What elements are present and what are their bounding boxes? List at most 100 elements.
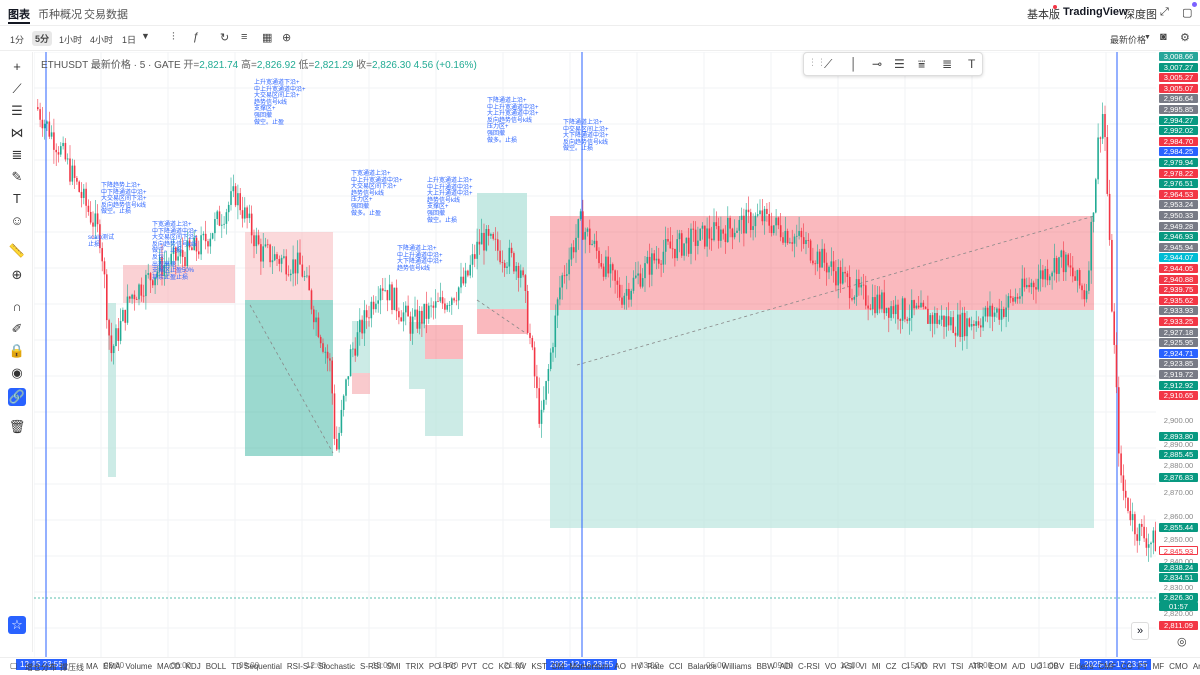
indicator-toggle-icon[interactable]: ▢ xyxy=(10,661,18,670)
timeframe-5m[interactable]: 5分 xyxy=(32,31,53,46)
fib-channel-tool-icon[interactable]: ≣ xyxy=(942,57,953,71)
indicator-item[interactable]: CCI xyxy=(668,662,683,671)
indicator-item[interactable]: Elder's xyxy=(1069,662,1094,671)
indicator-item[interactable]: TD Sequential xyxy=(231,662,282,671)
tradingview-mode-button[interactable]: TradingView xyxy=(1063,6,1128,18)
position-distribution-button[interactable]: 增仓分布 xyxy=(25,663,57,672)
text-icon[interactable]: T xyxy=(13,191,21,206)
scroll-to-latest-button[interactable]: » xyxy=(1131,622,1149,640)
camera-icon[interactable]: ◙ xyxy=(1160,31,1167,43)
indicator-item[interactable]: Balance xyxy=(687,662,717,671)
indicator-item[interactable]: TSI xyxy=(950,662,964,671)
indicator-item[interactable]: NV xyxy=(515,662,527,671)
chart-note[interactable]: 下降通道上沿+ 中交易区间上沿+ 大下降通道中沿+ 反向趋势信号k线 做空。止损 xyxy=(563,120,609,153)
fib-icon[interactable]: ≣ xyxy=(11,147,23,162)
expand-icon[interactable]: ⤢ xyxy=(1160,6,1169,18)
vertical-line-tool-icon[interactable]: │ xyxy=(850,57,858,71)
candle-type-icon[interactable]: ⫶ xyxy=(172,31,175,43)
indicator-item[interactable]: PO xyxy=(428,662,441,671)
indicator-item[interactable]: HV xyxy=(630,662,643,671)
chart-note[interactable]: 下降通道上沿+ 中上升宽通道中沿+ 大上升宽通道中沿+ 反向趋势信号k线 压力区… xyxy=(487,98,539,144)
chart-canvas[interactable] xyxy=(34,52,1156,657)
drag-handle-icon[interactable]: ⋮⋮ xyxy=(808,57,826,67)
trash-icon[interactable]: 🗑 xyxy=(8,419,26,434)
indicator-item[interactable]: PC xyxy=(445,662,457,671)
parallel-channel-tool-icon[interactable]: ☰ xyxy=(894,57,905,71)
indicator-item[interactable]: ASI xyxy=(841,662,855,671)
indicator-item[interactable]: CMO xyxy=(1169,662,1188,671)
timeframe-dropdown-icon[interactable]: ▼ xyxy=(141,31,150,41)
indicator-item[interactable]: CI xyxy=(901,662,910,671)
indicator-item[interactable]: BOLL xyxy=(205,662,227,671)
settings-icon[interactable]: ⚙ xyxy=(1180,32,1190,44)
indicator-item[interactable]: KST xyxy=(531,662,547,671)
axis-settings-icon[interactable]: ◎ xyxy=(1177,636,1187,648)
horizontal-ray-tool-icon[interactable]: ⊸ xyxy=(872,57,883,71)
chart-note[interactable]: scalp测试 止损 xyxy=(88,235,115,248)
tab-coin-overview[interactable]: 币种概况 xyxy=(38,9,82,21)
magnet-icon[interactable]: ∩ xyxy=(12,299,22,314)
indicator-item[interactable]: TRIX xyxy=(405,662,424,671)
chart-note[interactable]: 下宽通道上沿+ 中上升宽通道中沿+ 大交易区间下沿+ 趋势信号k线 压力区+ 强… xyxy=(351,171,403,217)
refresh-icon[interactable]: ↻ xyxy=(220,32,230,44)
link-icon[interactable]: 🔗 xyxy=(8,388,26,406)
indicator-item[interactable]: C-RSI xyxy=(798,662,820,671)
indicator-item[interactable]: Volume xyxy=(125,662,153,671)
indicator-item[interactable]: CZ xyxy=(885,662,897,671)
indicator-item[interactable]: ADI xyxy=(779,662,794,671)
trend-line-icon[interactable]: ⟋ xyxy=(12,81,22,96)
indicator-item[interactable]: Williams xyxy=(721,662,752,671)
indicator-item[interactable]: KDJ xyxy=(185,662,201,671)
indicator-item[interactable]: SMI xyxy=(386,662,401,671)
layout-icon[interactable]: ≡ xyxy=(241,31,248,43)
timeframe-1m[interactable]: 1分 xyxy=(10,35,25,45)
favorite-star-icon[interactable]: ☆ xyxy=(8,616,26,634)
indicator-item[interactable]: VO xyxy=(824,662,837,671)
indicator-item[interactable]: EOM xyxy=(988,662,1008,671)
text-tool-icon[interactable]: T xyxy=(968,57,976,71)
lock-drawing-icon[interactable]: ✐ xyxy=(11,321,23,336)
price-axis[interactable]: 3,008.66 3,007.27 3,005.27 3,005.07 2,996.64… xyxy=(1157,52,1200,657)
regression-tool-icon[interactable]: ⩸ xyxy=(918,57,926,71)
indicator-item[interactable]: MI xyxy=(871,662,881,671)
window-icon[interactable]: ▢ xyxy=(1182,7,1193,19)
indicator-item[interactable]: EMA xyxy=(103,662,121,671)
indicator-item[interactable]: MA xyxy=(86,662,98,671)
basic-mode-button[interactable]: 基本版 xyxy=(1027,9,1060,21)
tab-trade-data[interactable]: 交易数据 xyxy=(84,9,128,21)
indicators-icon[interactable]: ƒ xyxy=(193,31,200,43)
indicator-item[interactable]: Momentum xyxy=(569,662,610,671)
indicator-item[interactable]: AO xyxy=(614,662,626,671)
lock-icon[interactable]: 🔒 xyxy=(8,343,26,358)
indicator-item[interactable]: RVI xyxy=(932,662,946,671)
zoom-icon[interactable]: ⊕ xyxy=(11,267,23,282)
horizontal-lines-icon[interactable]: ☰ xyxy=(11,103,23,118)
indicator-item[interactable]: MACD xyxy=(157,662,181,671)
indicator-item[interactable]: Rate xyxy=(647,662,664,671)
chart-note[interactable]: 下降趋势上沿+ 中下降通道中沿+ 大交易区间下沿+ 反向趋势信号k线 做空。止损 xyxy=(101,183,147,216)
price-mode-select[interactable]: 最新价格 xyxy=(1110,35,1147,45)
indicator-item[interactable]: RSI-S-I xyxy=(286,662,314,671)
tab-chart[interactable]: 图表 xyxy=(8,9,30,21)
timeframe-1d[interactable]: 1日 xyxy=(122,35,137,45)
chart-note[interactable]: 上升宽通道下沿+ 中上升宽通道中沿+ 大交易区间上沿+ 趋势信号k线 支撑区+ … xyxy=(254,80,306,126)
timeframe-4h[interactable]: 4小时 xyxy=(90,35,114,45)
indicator-item[interactable]: CO xyxy=(1120,662,1133,671)
chart-note[interactable]: 下降通道上沿+ 中上升通道中沿+ 大下降通道中沿+ 趋势信号k线 xyxy=(397,246,443,272)
indicator-item[interactable]: OBV xyxy=(1047,662,1065,671)
brush-icon[interactable]: ✎ xyxy=(11,169,23,184)
indicator-item[interactable]: ATR xyxy=(968,662,984,671)
crosshair-icon[interactable]: + xyxy=(13,59,21,74)
ruler-icon[interactable]: 📏 xyxy=(8,243,26,258)
pattern-icon[interactable]: ⋈ xyxy=(10,125,24,140)
depth-chart-button[interactable]: 深度图 xyxy=(1124,9,1157,21)
indicator-item[interactable]: KO xyxy=(498,662,511,671)
indicator-item[interactable]: CC xyxy=(482,662,494,671)
indicator-item[interactable]: UO xyxy=(1030,662,1043,671)
chart-note[interactable]: 下宽通道上沿+ 中下降通道中沿+ 大交易区间下沿+ 反向趋势信号k线 做空。止损… xyxy=(152,222,198,281)
indicator-item[interactable]: MF xyxy=(1152,662,1165,671)
indicator-item[interactable]: PVT xyxy=(461,662,478,671)
eye-icon[interactable]: ◉ xyxy=(11,365,23,380)
indicator-item[interactable]: BBW xyxy=(756,662,775,671)
indicator-item[interactable]: Aroon xyxy=(1192,662,1200,671)
